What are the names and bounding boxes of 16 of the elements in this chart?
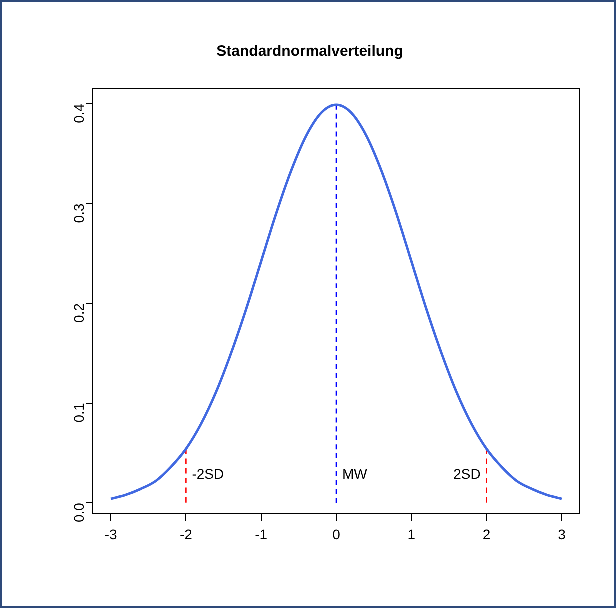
x-tick-label: 0 (332, 526, 341, 542)
annotation: -2SD (192, 466, 224, 482)
x-tick-label: 3 (558, 526, 566, 542)
x-tick-label: -3 (104, 526, 118, 542)
x-tick-label: 1 (408, 526, 416, 542)
annotation: 2SD (454, 466, 481, 482)
x-tick-label: 2 (482, 526, 491, 542)
y-tick-label: 0.4 (70, 104, 87, 124)
y-tick-label: 0.3 (70, 204, 87, 224)
annotation: MW (342, 466, 368, 482)
chart-title: Standardnormalverteilung (216, 43, 404, 60)
y-tick-label: 0.1 (70, 403, 87, 423)
x-tick-label: -1 (255, 526, 268, 542)
x-tick-label: -2 (180, 526, 193, 542)
y-tick-label: 0.0 (70, 502, 87, 522)
y-tick-label: 0.2 (70, 303, 87, 323)
